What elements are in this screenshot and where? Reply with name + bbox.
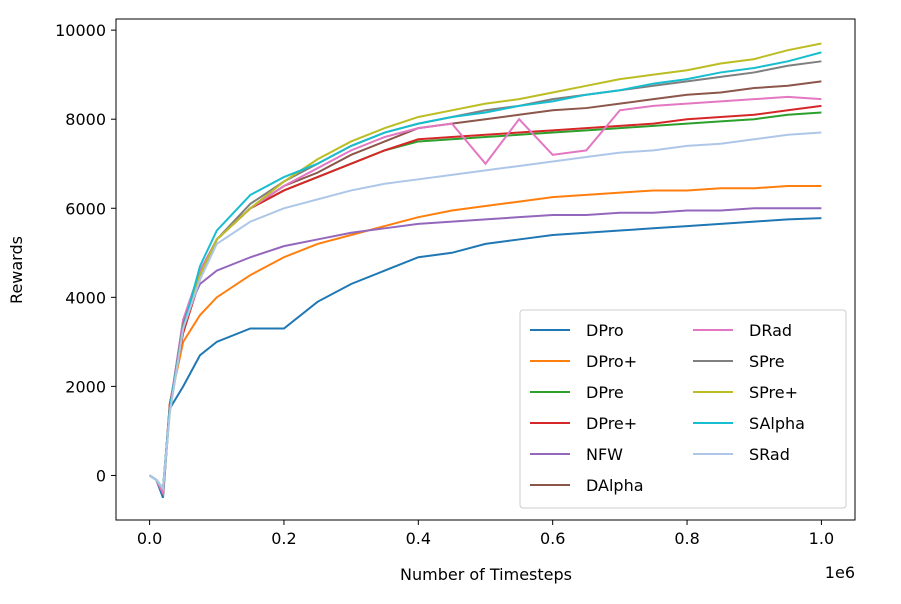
legend-label: SPre	[749, 352, 785, 371]
legend: DPro DPro+ DPre DPre+ NFW DAlpha DRad SPre SPre+…	[519, 309, 847, 509]
legend-label: DPre+	[586, 414, 637, 433]
x-tick-label: 0.4	[406, 529, 431, 548]
legend-label: SAlpha	[749, 414, 805, 433]
y-tick-label: 10000	[55, 21, 106, 40]
legend-label: DPro	[586, 321, 624, 340]
y-axis-label: Rewards	[7, 236, 26, 304]
x-tick-label: 1.0	[809, 529, 834, 548]
x-tick-label: 0.6	[540, 529, 565, 548]
y-tick-label: 2000	[65, 377, 106, 396]
series-line	[149, 95, 822, 497]
x-offset-label: 1e6	[825, 563, 855, 582]
series-line	[149, 185, 822, 497]
x-axis-label: Number of Timesteps	[400, 565, 572, 584]
legend-label: SRad	[749, 445, 790, 464]
x-tick-label: 0.8	[674, 529, 699, 548]
plot-frame	[115, 18, 856, 521]
legend-label: DPro+	[586, 352, 637, 371]
series-line	[149, 131, 822, 492]
y-tick-label: 8000	[65, 110, 106, 129]
legend-label: DPre	[586, 383, 624, 402]
legend-label: DRad	[749, 321, 792, 340]
legend-label: NFW	[586, 445, 623, 464]
legend-label: DAlpha	[586, 476, 644, 495]
series-line	[149, 217, 822, 499]
y-tick-label: 6000	[65, 199, 106, 218]
x-tick-label: 0.2	[271, 529, 296, 548]
legend-label: SPre+	[749, 383, 798, 402]
y-tick-label: 4000	[65, 288, 106, 307]
y-tick-label: 0	[96, 466, 106, 485]
legend-box	[519, 309, 847, 509]
x-tick-label: 0.0	[137, 529, 162, 548]
